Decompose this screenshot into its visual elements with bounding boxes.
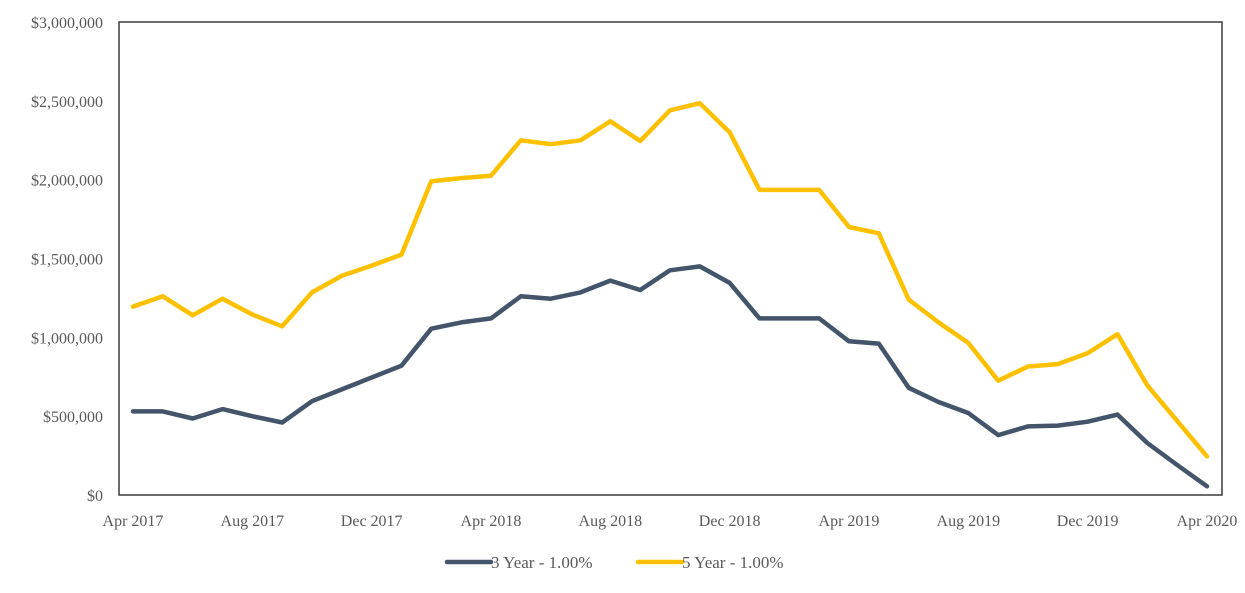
series-line-5-year xyxy=(130,100,1210,459)
x-tick-label: Dec 2019 xyxy=(1057,513,1119,530)
x-tick-label: Apr 2017 xyxy=(103,513,164,530)
x-axis: Apr 2017 Aug 2017 Dec 2017 Apr 2018 Aug 2018… xyxy=(103,513,1238,530)
legend: 3 Year - 1.00% 5 Year - 1.00% xyxy=(444,553,784,572)
y-tick-label: $500,000 xyxy=(43,409,103,426)
legend-label: 3 Year - 1.00% xyxy=(491,553,593,572)
y-axis: $0 $500,000 $1,000,000 $1,500,000 $2,000,000… xyxy=(31,15,103,505)
x-tick-label: Aug 2019 xyxy=(937,513,1001,530)
x-tick-label: Apr 2019 xyxy=(819,513,880,530)
y-tick-label: $3,000,000 xyxy=(31,15,103,32)
plot-area-frame xyxy=(118,21,1223,496)
legend-label: 5 Year - 1.00% xyxy=(682,553,784,572)
x-tick-label: Apr 2020 xyxy=(1177,513,1238,530)
x-tick-label: Aug 2018 xyxy=(579,513,643,530)
series-lines xyxy=(130,100,1210,489)
y-tick-label: $1,000,000 xyxy=(31,330,103,347)
y-tick-label: $2,000,000 xyxy=(31,173,103,190)
x-tick-label: Dec 2017 xyxy=(341,513,403,530)
y-tick-label: $2,500,000 xyxy=(31,94,103,111)
y-tick-label: $1,500,000 xyxy=(31,252,103,269)
series-line-3-year xyxy=(130,264,1210,489)
x-tick-label: Aug 2017 xyxy=(221,513,285,530)
y-tick-label: $0 xyxy=(87,488,103,505)
x-tick-label: Apr 2018 xyxy=(461,513,522,530)
x-tick-label: Dec 2018 xyxy=(699,513,761,530)
